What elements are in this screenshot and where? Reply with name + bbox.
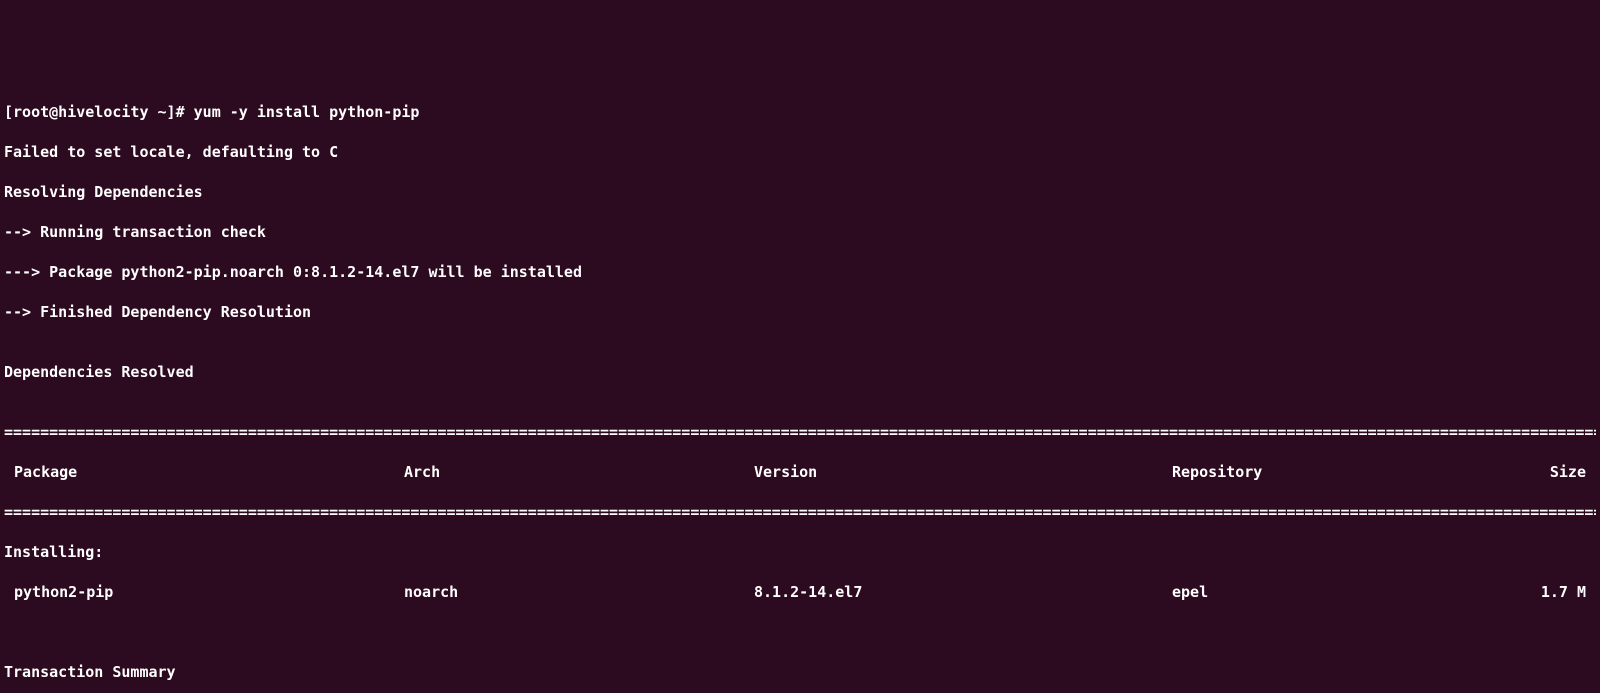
output-line: ---> Package python2-pip.noarch 0:8.1.2-… bbox=[4, 262, 1596, 282]
output-line: Dependencies Resolved bbox=[4, 362, 1596, 382]
shell-prompt-line: [root@hivelocity ~]# yum -y install pyth… bbox=[4, 102, 1596, 122]
table-row: python2-pipnoarch8.1.2-14.el7epel1.7 M bbox=[4, 582, 1596, 602]
blank-line bbox=[4, 622, 1596, 642]
terminal-output[interactable]: [root@hivelocity ~]# yum -y install pyth… bbox=[4, 82, 1596, 693]
table-header-version: Version bbox=[754, 462, 1172, 482]
horizontal-rule: ========================================… bbox=[4, 502, 1596, 522]
output-line: --> Running transaction check bbox=[4, 222, 1596, 242]
table-header-arch: Arch bbox=[404, 462, 754, 482]
table-header-package: Package bbox=[4, 462, 404, 482]
table-header-row: PackageArchVersionRepositorySize bbox=[4, 462, 1596, 482]
cell-arch: noarch bbox=[404, 582, 754, 602]
transaction-summary-title: Transaction Summary bbox=[4, 662, 1596, 682]
table-section-label: Installing: bbox=[4, 542, 1596, 562]
cell-size: 1.7 M bbox=[1492, 582, 1596, 602]
output-line: Resolving Dependencies bbox=[4, 182, 1596, 202]
cell-package: python2-pip bbox=[4, 582, 404, 602]
table-header-size: Size bbox=[1492, 462, 1596, 482]
output-line: --> Finished Dependency Resolution bbox=[4, 302, 1596, 322]
horizontal-rule: ========================================… bbox=[4, 422, 1596, 442]
cell-version: 8.1.2-14.el7 bbox=[754, 582, 1172, 602]
table-header-repo: Repository bbox=[1172, 462, 1492, 482]
output-line: Failed to set locale, defaulting to C bbox=[4, 142, 1596, 162]
cell-repo: epel bbox=[1172, 582, 1492, 602]
